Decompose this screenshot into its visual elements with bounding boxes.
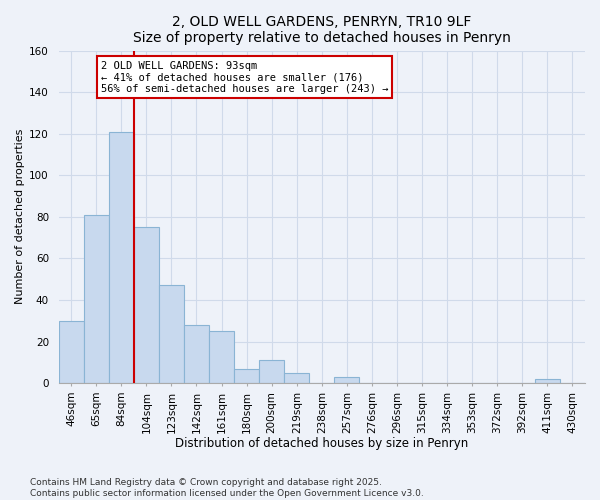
Bar: [209, 331, 234, 383]
X-axis label: Distribution of detached houses by size in Penryn: Distribution of detached houses by size …: [175, 437, 469, 450]
Bar: [59, 320, 84, 383]
Bar: [84, 214, 109, 383]
Bar: [159, 286, 184, 383]
Text: 2 OLD WELL GARDENS: 93sqm
← 41% of detached houses are smaller (176)
56% of semi: 2 OLD WELL GARDENS: 93sqm ← 41% of detac…: [101, 60, 388, 94]
Y-axis label: Number of detached properties: Number of detached properties: [15, 129, 25, 304]
Bar: [535, 379, 560, 383]
Bar: [284, 372, 309, 383]
Bar: [334, 377, 359, 383]
Text: Contains HM Land Registry data © Crown copyright and database right 2025.
Contai: Contains HM Land Registry data © Crown c…: [30, 478, 424, 498]
Bar: [134, 227, 159, 383]
Title: 2, OLD WELL GARDENS, PENRYN, TR10 9LF
Size of property relative to detached hous: 2, OLD WELL GARDENS, PENRYN, TR10 9LF Si…: [133, 15, 511, 45]
Bar: [109, 132, 134, 383]
Bar: [184, 325, 209, 383]
Bar: [234, 368, 259, 383]
Bar: [259, 360, 284, 383]
